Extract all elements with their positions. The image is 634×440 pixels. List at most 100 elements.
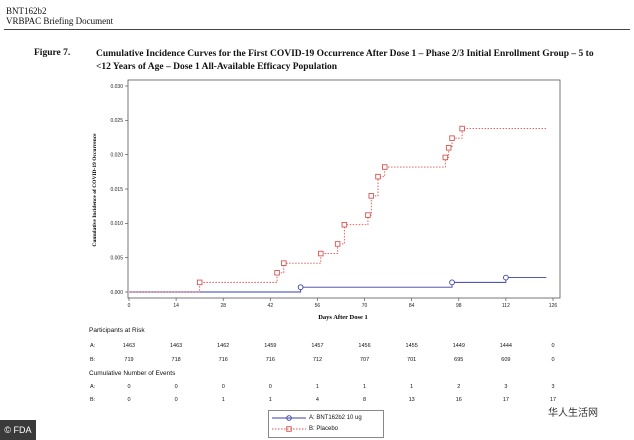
watermark-text: 华人生活网 [548,408,598,419]
data-point-placebo [341,221,348,228]
x-tick-label: 56 [315,303,321,309]
data-point-bnt162b2 [297,284,304,291]
legend-item-placebo: B: Placebo [271,424,381,434]
header-rule [4,29,630,30]
events-b-cell: 8 [363,397,367,403]
figure-label: Figure 7. [34,48,71,58]
x-tick-label: 28 [220,303,226,309]
data-point-placebo [274,270,280,276]
at-risk-a-cell: 1463 [169,343,183,349]
data-point-bnt162b2 [449,279,455,286]
events-a-cell: 0 [127,384,131,390]
at-risk-a-cell: 1462 [217,343,230,349]
events-title: Cumulative Number of Events [89,370,176,377]
y-tick-label: 0.000 [110,290,123,296]
legend-label-bnt162b2: A: BNT162b2 10 ug [309,415,362,421]
events-row-b-label: B: [90,397,96,403]
x-tick-label: 0 [128,303,131,309]
at-risk-a-cell: 1444 [499,343,512,349]
data-point-placebo [368,193,375,199]
at-risk-b-cell: 719 [124,357,134,363]
y-tick-label: 0.015 [110,187,123,193]
x-tick-label: 70 [362,303,368,309]
events-b-cell: 0 [127,397,131,403]
at-risk-a-cell: 1449 [452,343,465,349]
at-risk-a-cell: 1459 [264,343,277,349]
data-point-placebo [281,260,287,266]
plot-frame [127,79,561,299]
at-risk-b-cell: 695 [454,357,464,363]
at-risk-b-cell: 712 [312,357,323,363]
data-point-placebo [365,212,371,218]
at-risk-b-cell: 707 [359,357,370,363]
events-a-cell: 0 [221,384,225,390]
at-risk-b-cell: 701 [407,357,417,363]
events-b-cell: 13 [408,397,415,403]
events-a-cell: 1 [410,384,414,390]
y-tick-label: 0.030 [110,84,123,90]
data-point-placebo [381,164,388,170]
y-tick-label: 0.010 [110,221,123,227]
events-b-cell: 4 [315,397,319,403]
at-risk-row-b-label: B: [90,357,96,363]
data-point-placebo [449,135,455,141]
events-a-cell: 1 [315,384,319,390]
events-b-cell: 17 [502,397,509,403]
chart-legend: A: BNT162b2 10 ug B: Placebo [268,410,384,438]
data-point-placebo [318,250,324,257]
at-risk-b-cell: 0 [551,357,555,363]
x-tick-label: 98 [456,303,462,309]
chart-series [129,125,547,293]
events-a-cell: 0 [174,384,178,390]
at-risk-row-a-label: A: [90,343,96,349]
y-tick-label: 0.025 [110,118,123,124]
events-a-cell: 1 [363,384,367,390]
series-line-bnt162b2 [129,277,547,293]
at-risk-b-cell: 716 [265,357,275,363]
legend-label-placebo: B: Placebo [309,426,339,432]
y-tick-label: 0.005 [110,255,123,261]
at-risk-title: Participants at Risk [89,327,145,334]
data-point-placebo [196,279,203,286]
y-tick-label: 0.020 [110,152,123,158]
at-risk-b-cell: 718 [171,357,181,363]
events-b-cell: 0 [174,397,178,403]
at-risk-b-cell: 716 [218,357,228,363]
at-risk-a-cell: 1455 [405,343,418,349]
data-point-placebo [375,173,381,180]
at-risk-a-cell: 1456 [358,343,371,349]
x-tick-label: 84 [409,303,415,309]
x-tick-label: 42 [268,303,274,309]
data-point-placebo [334,241,341,247]
events-b-cell: 1 [221,397,225,403]
data-point-bnt162b2 [503,274,509,281]
legend-swatch-placebo [272,426,306,432]
events-b-cell: 16 [455,397,462,403]
events-a-cell: 3 [551,384,555,390]
y-axis-label: Cumulative Incidence of COVID-19 Occurre… [92,133,98,247]
events-a-cell: 0 [268,384,272,390]
at-risk-b-cell: 609 [501,357,511,363]
x-axis-label: Days After Dose 1 [318,314,368,321]
document-code: BNT162b2 [6,6,47,16]
chart-axes: 0 14 28 42 56 70 84 98 112 126 0.000 0.005 0.010 0.01… [110,79,561,309]
fda-logo: © FDA [0,420,36,440]
x-tick-label: 112 [502,303,510,309]
events-b-cell: 17 [549,397,557,403]
events-row-a-label: A: [90,384,96,390]
at-risk-a-cell: 0 [551,343,555,349]
data-point-placebo [445,145,452,151]
events-b-cell: 1 [268,397,272,403]
at-risk-a-cell: 1457 [311,343,324,349]
x-tick-label: 14 [173,303,179,309]
figure-title: Cumulative Incidence Curves for the Firs… [96,49,594,72]
events-a-cell: 3 [504,384,508,390]
series-line-placebo [129,128,547,293]
document-subtitle: VRBPAC Briefing Document [6,16,114,26]
legend-item-bnt162b2: A: BNT162b2 10 ug [271,413,381,423]
x-tick-label: 126 [549,303,558,309]
at-risk-a-cell: 1463 [122,343,136,349]
legend-swatch-bnt162b2 [272,415,306,421]
data-point-placebo [459,125,465,132]
